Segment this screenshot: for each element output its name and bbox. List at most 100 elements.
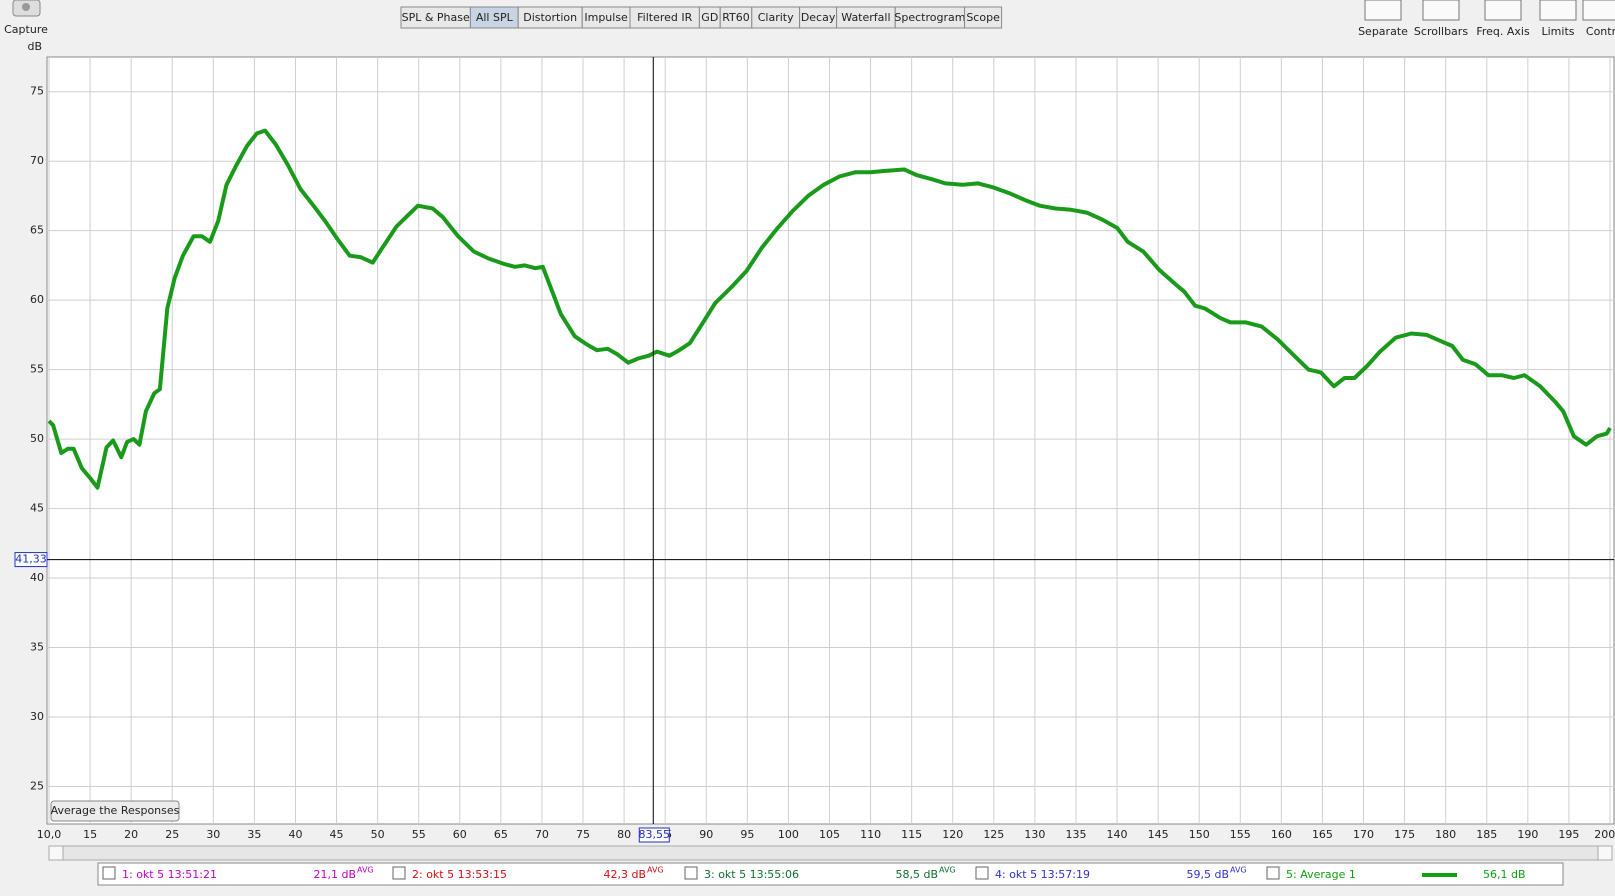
legend-checkbox[interactable] — [392, 866, 406, 880]
tab-label: GD — [701, 11, 718, 24]
y-tick-label: 55 — [30, 363, 44, 376]
legend-suffix: AVG — [1230, 866, 1247, 875]
legend-checkbox[interactable] — [1266, 866, 1280, 880]
legend-suffix: AVG — [647, 866, 664, 875]
x-tick-label: 190 — [1517, 828, 1538, 841]
y-tick-label: 50 — [30, 432, 44, 445]
cursor-y-label: 41,33 — [15, 553, 47, 566]
x-tick-label: 150 — [1189, 828, 1210, 841]
x-tick-label: 170 — [1353, 828, 1374, 841]
x-tick-label: 110 — [860, 828, 881, 841]
tab-label: SPL & Phase — [402, 11, 470, 24]
x-tick-label: 75 — [576, 828, 590, 841]
legend-label[interactable]: 1: okt 5 13:51:21 — [122, 868, 217, 881]
average-button-label: Average the Responses — [51, 804, 180, 817]
legend-suffix: AVG — [357, 866, 374, 875]
x-tick-label: 30 — [206, 828, 220, 841]
x-tick-label: 20 — [124, 828, 138, 841]
y-tick-label: 45 — [30, 502, 44, 515]
x-tick-label: 100 — [778, 828, 799, 841]
x-tick-label: 115 — [901, 828, 922, 841]
toolbar-button-label: Limits — [1542, 25, 1575, 38]
legend-checkbox[interactable] — [102, 866, 116, 880]
y-tick-label: 35 — [30, 641, 44, 654]
cursor-x-label: 83,55 — [639, 828, 671, 841]
x-tick-label: 175 — [1394, 828, 1415, 841]
toolbar-icon[interactable] — [1582, 0, 1615, 21]
legend-value: 58,5 dB — [895, 868, 938, 881]
tab-label: Distortion — [523, 11, 577, 24]
tab-label: Scope — [966, 11, 1000, 24]
x-tick-label: 155 — [1230, 828, 1251, 841]
legend-label[interactable]: 5: Average 1 — [1286, 868, 1356, 881]
legend-value: 56,1 dB — [1483, 868, 1526, 881]
plot-area — [46, 56, 1615, 825]
x-tick-label: 25 — [165, 828, 179, 841]
x-tick-label: 195 — [1558, 828, 1579, 841]
toolbar-icon[interactable] — [1364, 0, 1402, 21]
tab-label: Filtered IR — [637, 11, 692, 24]
legend-bar — [97, 862, 1564, 886]
x-tick-label: 140 — [1107, 828, 1128, 841]
scrollbar-left[interactable] — [48, 845, 64, 861]
cursor-x-box — [638, 827, 670, 843]
x-tick-label: 125 — [983, 828, 1004, 841]
x-tick-label: 145 — [1148, 828, 1169, 841]
x-tick-label: 15 — [83, 828, 97, 841]
y-tick-label: 70 — [30, 154, 44, 167]
average-button[interactable] — [50, 800, 180, 822]
x-tick-label: 90 — [699, 828, 713, 841]
tab-label: All SPL — [476, 11, 514, 24]
x-tick-label: 165 — [1312, 828, 1333, 841]
toolbar-button-label: Freq. Axis — [1476, 25, 1530, 38]
legend-label[interactable]: 2: okt 5 13:53:15 — [412, 868, 507, 881]
tab[interactable] — [964, 6, 1003, 29]
tab-label: Spectrogram — [894, 11, 965, 24]
x-tick-label: 10,0 — [37, 828, 62, 841]
x-tick-label: 80 — [617, 828, 631, 841]
x-tick-label: 95 — [740, 828, 754, 841]
x-tick-label: 45 — [330, 828, 344, 841]
toolbar-icon[interactable] — [1422, 0, 1460, 21]
x-tick-label: 35 — [247, 828, 261, 841]
x-tick-label: 200,0 — [1594, 828, 1615, 841]
legend-value: 21,1 dB — [313, 868, 356, 881]
tab-label: Decay — [801, 11, 836, 24]
y-tick-label: 65 — [30, 224, 44, 237]
capture-lens — [22, 3, 30, 11]
x-tick-label: 120 — [942, 828, 963, 841]
x-tick-label: 65 — [494, 828, 508, 841]
y-tick-label: 75 — [30, 85, 44, 98]
legend-label[interactable]: 3: okt 5 13:55:06 — [704, 868, 799, 881]
y-tick-label: 30 — [30, 710, 44, 723]
toolbar-button-label: Contr — [1586, 25, 1615, 38]
scrollbar-right[interactable] — [1597, 845, 1613, 861]
tab-label: RT60 — [722, 11, 750, 24]
tab-label: Waterfall — [841, 11, 890, 24]
x-tick-label: 160 — [1271, 828, 1292, 841]
y-tick-label: 60 — [30, 293, 44, 306]
toolbar-button-label: Scrollbars — [1414, 25, 1468, 38]
x-tick-label: 135 — [1065, 828, 1086, 841]
toolbar-button-label: Separate — [1358, 25, 1408, 38]
tab-label: Clarity — [758, 11, 794, 24]
y-tick-label: 40 — [30, 571, 44, 584]
legend-label[interactable]: 4: okt 5 13:57:19 — [995, 868, 1090, 881]
legend-value: 59,5 dB — [1186, 868, 1229, 881]
y-axis-unit: dB — [27, 40, 42, 53]
toolbar-icon[interactable] — [1539, 0, 1577, 21]
x-tick-label: 50 — [371, 828, 385, 841]
legend-value: 42,3 dB — [603, 868, 646, 881]
x-tick-label: 40 — [288, 828, 302, 841]
cursor-y-box — [14, 552, 48, 568]
tab-label: Impulse — [584, 11, 628, 24]
spl-curve — [47, 128, 1612, 490]
legend-suffix: AVG — [939, 866, 956, 875]
legend-checkbox[interactable] — [975, 866, 989, 880]
legend-checkbox[interactable] — [684, 866, 698, 880]
x-tick-label: 180 — [1435, 828, 1456, 841]
scrollbar[interactable] — [48, 845, 1613, 861]
toolbar-icon[interactable] — [1484, 0, 1522, 21]
